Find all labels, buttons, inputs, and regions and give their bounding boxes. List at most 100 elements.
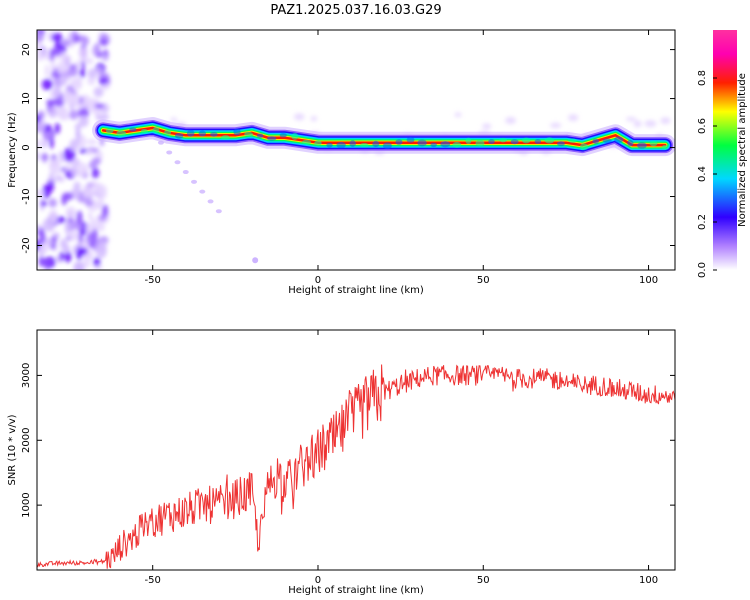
noise-blob — [103, 83, 109, 91]
noise-blob — [41, 139, 48, 149]
ridge-blob — [152, 126, 160, 134]
x-tick-label: -50 — [145, 575, 161, 586]
noise-blob — [87, 212, 93, 220]
colorbar — [713, 30, 737, 270]
ridge-blob — [129, 127, 137, 132]
colorbar-tick-label: 0.4 — [697, 166, 708, 182]
ridge-blob — [291, 132, 299, 140]
noise-blob — [74, 80, 82, 87]
ridge-blob — [521, 137, 531, 144]
x-tick-label: 50 — [477, 575, 490, 586]
noise-blob — [64, 251, 72, 263]
colorbar-tick-label: 0.0 — [697, 262, 708, 278]
noise-blob — [87, 77, 96, 86]
noise-blob — [57, 216, 66, 224]
ridge-blob — [510, 139, 519, 145]
noise-blob — [93, 103, 105, 109]
bottom-plot-frame — [36, 329, 676, 571]
colorbar-label: Normalized spectral amplitude — [737, 73, 748, 227]
bottom-x-axis: -50 0 50 100 — [145, 330, 658, 586]
ridge-blob — [614, 136, 624, 143]
noise-blob — [41, 78, 53, 91]
noise-blob — [69, 79, 76, 86]
noise-blob — [85, 150, 94, 156]
ridge-blob — [174, 133, 184, 139]
noise-blob — [68, 109, 79, 120]
ridge-blob — [372, 140, 380, 148]
branch-dot — [182, 170, 189, 175]
y-tick-label: 10 — [21, 92, 32, 105]
noise-blob — [482, 123, 492, 130]
noise-blob — [82, 259, 91, 268]
noise-blob — [89, 180, 99, 189]
noise-blob — [76, 59, 81, 68]
noise-blob — [40, 200, 47, 207]
noise-blob — [52, 47, 62, 56]
noise-blob — [64, 221, 71, 235]
noise-blob — [87, 102, 96, 111]
spectrogram-panel: -50 0 50 100 -20 -10 0 10 20 Height of straight… — [7, 29, 748, 296]
ridge-blob — [140, 128, 149, 134]
branch-dot — [191, 179, 198, 184]
noise-blob — [79, 148, 88, 154]
noise-blob — [52, 84, 62, 99]
noise-blob — [48, 198, 58, 208]
noise-blob — [37, 189, 45, 197]
branch-dot — [215, 209, 222, 214]
ridge-blob — [452, 141, 462, 148]
ridge-blob — [301, 139, 312, 145]
noise-blob — [79, 47, 88, 62]
ridge-blob — [256, 133, 264, 138]
noise-blob — [77, 262, 84, 270]
noise-blob — [78, 107, 90, 119]
noise-blob — [76, 210, 83, 225]
noise-blob — [37, 32, 45, 42]
noise-blob — [37, 150, 40, 162]
noise-blob — [42, 218, 54, 232]
y-tick-label: -20 — [21, 237, 32, 253]
noise-blob — [74, 123, 82, 131]
x-tick-label: 100 — [639, 575, 658, 586]
ridge-blob — [336, 142, 346, 149]
noise-blob — [95, 244, 107, 259]
noise-blob — [96, 66, 103, 74]
y-tick-label: 1000 — [21, 492, 32, 517]
x-tick-label: 0 — [315, 575, 321, 586]
ridge-blob — [314, 140, 322, 146]
noise-blob — [93, 86, 104, 98]
noise-blob — [67, 230, 80, 241]
noise-blob — [70, 165, 78, 177]
ridge-blob — [534, 139, 542, 144]
noise-blob — [310, 116, 318, 122]
noise-blob — [56, 61, 66, 75]
ridge-layer — [101, 126, 667, 147]
ridge-blob — [661, 144, 669, 150]
top-y-axis-label: Frequency (Hz) — [7, 112, 18, 188]
noise-blob — [87, 188, 95, 198]
noise-blob — [38, 249, 44, 259]
x-tick-label: 50 — [477, 275, 490, 286]
top-x-axis: -50 0 50 100 — [145, 30, 658, 286]
snr-panel: -50 0 50 100 1000 2000 3000 Height of straigh… — [7, 329, 676, 596]
ridge-blob — [198, 130, 206, 137]
bottom-y-axis: 1000 2000 3000 — [21, 363, 675, 518]
colorbar-tick-label: 0.2 — [697, 214, 708, 230]
noise-blob — [93, 257, 101, 267]
noise-blob — [549, 122, 562, 129]
noise-blob — [293, 113, 305, 121]
noise-blob — [87, 68, 98, 80]
branch-dot — [174, 160, 181, 165]
noise-blob — [60, 156, 66, 163]
noise-blob — [94, 42, 101, 56]
colorbar-tick-label: 0.8 — [697, 70, 708, 86]
ridge-blob — [210, 132, 218, 137]
noise-blob — [52, 232, 60, 238]
noise-blob — [644, 120, 657, 128]
noise-blob — [88, 233, 93, 245]
noise-blob — [69, 138, 79, 152]
snr-content — [37, 364, 675, 569]
noise-blob — [86, 139, 98, 145]
branch-dot — [166, 150, 173, 155]
chart-title: PAZ1.2025.037.16.03.G29 — [270, 3, 441, 18]
ridge-blob — [382, 142, 392, 150]
